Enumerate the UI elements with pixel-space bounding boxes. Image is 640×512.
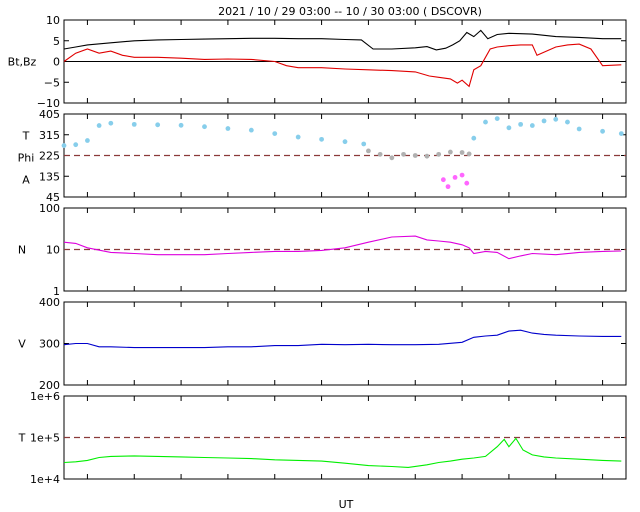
data-point-temp bbox=[131, 121, 137, 127]
data-point-temp bbox=[96, 123, 102, 128]
data-point-temp bbox=[73, 142, 79, 148]
data-point-phi_mid bbox=[412, 153, 418, 158]
series-line-bz bbox=[63, 43, 622, 88]
chart-title: 2021 / 10 / 29 03:00 -- 10 / 30 03:00 ( … bbox=[218, 5, 482, 18]
data-point-temp bbox=[61, 143, 67, 148]
data-point-phi_low bbox=[445, 184, 451, 190]
y-tick-label: 100 bbox=[39, 202, 60, 215]
y-axis-label: V bbox=[18, 338, 26, 351]
y-axis-label: A bbox=[22, 174, 30, 187]
data-point-temp bbox=[471, 135, 477, 141]
data-point-temp bbox=[618, 131, 624, 136]
y-tick-label: 1e+6 bbox=[30, 390, 60, 403]
y-tick-label: 315 bbox=[39, 129, 60, 142]
data-point-phi_low bbox=[440, 177, 446, 183]
data-point-phi_mid bbox=[459, 150, 465, 155]
data-point-temp bbox=[506, 125, 512, 131]
data-point-temp bbox=[108, 120, 114, 126]
data-point-temp bbox=[541, 118, 547, 124]
y-axis-label: N bbox=[18, 244, 26, 257]
data-point-phi_mid bbox=[424, 153, 430, 159]
data-point-temp bbox=[553, 116, 559, 122]
data-point-temp bbox=[600, 128, 605, 134]
y-axis-label: T bbox=[18, 432, 26, 445]
data-point-phi_mid bbox=[401, 151, 406, 157]
data-point-temp bbox=[178, 122, 184, 128]
data-point-phi_mid bbox=[436, 151, 442, 157]
data-point-temp bbox=[576, 126, 582, 132]
data-point-phi_mid bbox=[366, 148, 371, 154]
y-tick-label: 135 bbox=[39, 170, 60, 183]
series-line-speed bbox=[63, 329, 622, 349]
data-point-temp bbox=[295, 134, 301, 140]
y-tick-label: 10 bbox=[46, 14, 60, 27]
data-point-temp bbox=[225, 126, 231, 131]
panel-frame bbox=[63, 301, 627, 386]
data-point-temp bbox=[529, 123, 535, 128]
y-tick-label: 5 bbox=[53, 35, 60, 48]
data-point-temp bbox=[494, 116, 500, 122]
y-tick-label: 1 bbox=[53, 285, 60, 298]
y-axis-label: T bbox=[22, 130, 30, 143]
data-point-temp bbox=[85, 138, 90, 143]
data-point-temp bbox=[272, 131, 278, 136]
data-point-temp bbox=[248, 127, 254, 133]
panels: 10 5 0 −5 −10 Bt,Bz 405 315 225 135 45 T Phi A 100 10 1 N… bbox=[8, 14, 627, 486]
y-tick-label: 405 bbox=[39, 108, 60, 121]
data-point-temp bbox=[518, 121, 524, 127]
y-tick-label: −10 bbox=[37, 97, 60, 110]
y-axis-label: Bt,Bz bbox=[8, 56, 37, 69]
y-tick-label: 225 bbox=[39, 150, 60, 163]
data-point-phi_mid bbox=[377, 151, 383, 157]
y-tick-label: −5 bbox=[44, 76, 60, 89]
y-tick-label: 400 bbox=[39, 296, 60, 309]
y-tick-label: 45 bbox=[46, 191, 60, 204]
panel-temperature-phi: 405 315 225 135 45 T Phi A bbox=[18, 108, 627, 204]
panel-magnetic: 10 5 0 −5 −10 Bt,Bz bbox=[8, 14, 627, 110]
y-tick-label: 1e+5 bbox=[30, 432, 60, 445]
series-line-thermal bbox=[63, 437, 622, 468]
panel-thermal-speed: 1e+6 1e+5 1e+4 T bbox=[18, 390, 627, 486]
data-point-phi_low bbox=[459, 172, 465, 178]
data-point-phi_mid bbox=[447, 149, 453, 155]
data-point-temp bbox=[319, 136, 324, 142]
data-point-phi_low bbox=[464, 180, 470, 186]
series-line-density bbox=[63, 235, 622, 260]
data-point-phi_mid bbox=[389, 155, 395, 161]
data-point-temp bbox=[565, 119, 570, 125]
y-axis-label: Phi bbox=[18, 152, 35, 165]
data-point-temp bbox=[155, 122, 161, 128]
data-point-phi_mid bbox=[466, 151, 472, 157]
x-axis-label: UT bbox=[339, 498, 354, 511]
y-tick-label: 300 bbox=[39, 338, 60, 351]
data-point-temp bbox=[342, 139, 348, 145]
data-point-phi_low bbox=[452, 175, 458, 180]
y-tick-label: 200 bbox=[39, 379, 60, 392]
data-point-temp bbox=[361, 141, 367, 147]
y-tick-label: 10 bbox=[46, 244, 60, 257]
panel-speed: 400 300 200 V bbox=[18, 296, 627, 392]
series-line-bt bbox=[63, 29, 622, 51]
panel-density: 100 10 1 N bbox=[18, 202, 627, 298]
data-point-temp bbox=[483, 119, 488, 125]
data-point-temp bbox=[202, 124, 207, 130]
y-tick-label: 0 bbox=[53, 56, 60, 69]
y-tick-label: 1e+4 bbox=[30, 473, 60, 486]
